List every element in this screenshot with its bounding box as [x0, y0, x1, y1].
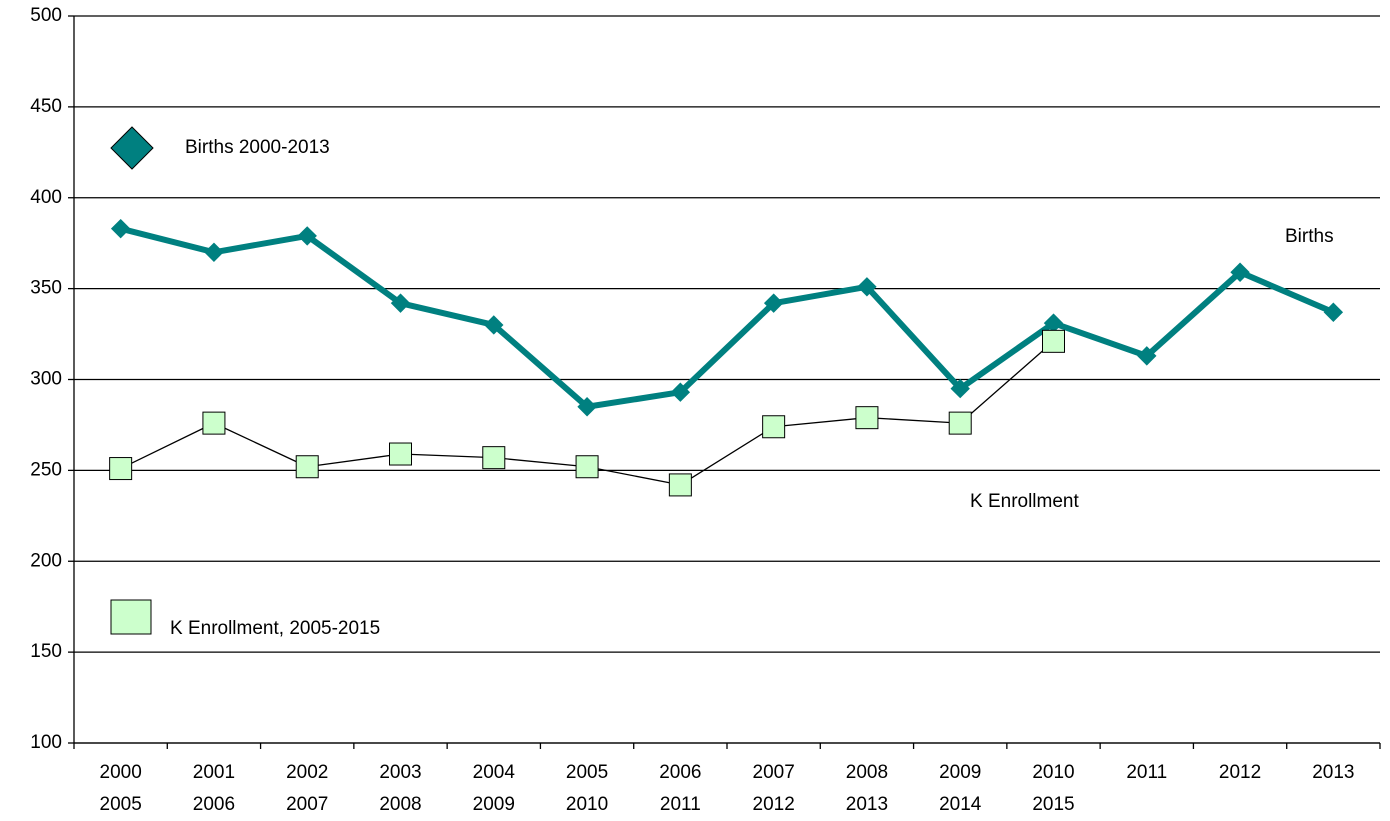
legend-marker: [110, 126, 154, 170]
x-tick-label-secondary: 2006: [193, 794, 235, 815]
x-tick-label-secondary: 2011: [660, 794, 701, 815]
data-point: [109, 457, 133, 481]
data-point: [670, 382, 691, 402]
x-tick-label-secondary: 2005: [100, 794, 142, 815]
y-tick-label: 450: [30, 96, 62, 117]
x-tick-label: 2007: [753, 762, 795, 783]
y-tick-label: 200: [30, 550, 62, 571]
x-tick-label-secondary: 2012: [753, 794, 795, 815]
x-tick-label-secondary: 2008: [379, 794, 421, 815]
data-point: [577, 397, 597, 417]
x-tick-label-secondary: 2013: [846, 794, 888, 815]
legend-label: K Enrollment, 2005-2015: [170, 618, 380, 639]
data-point: [857, 277, 877, 297]
data-point: [668, 473, 692, 497]
y-tick-label: 150: [30, 641, 62, 662]
data-point: [110, 218, 131, 239]
x-tick-label-secondary: 2014: [939, 794, 982, 815]
y-tick-label: 250: [30, 459, 62, 480]
data-point: [1230, 262, 1250, 282]
x-tick-label: 2000: [100, 762, 142, 783]
y-tick-label: 350: [30, 278, 62, 299]
x-tick-label: 2008: [846, 762, 888, 783]
x-tick-label-secondary: 2010: [566, 794, 608, 815]
x-tick-label: 2003: [379, 762, 421, 783]
annotation: K Enrollment: [970, 491, 1079, 512]
x-tick-label: 2004: [473, 762, 516, 783]
y-tick-label: 500: [30, 5, 62, 26]
x-tick-label: 2013: [1312, 762, 1354, 783]
data-point: [950, 378, 970, 399]
x-tick-label: 2012: [1219, 762, 1261, 783]
series-line: [119, 225, 1335, 410]
data-point: [202, 411, 226, 435]
x-tick-label-secondary: 2007: [286, 794, 328, 815]
x-tick-label-secondary: 2009: [473, 794, 515, 815]
data-point: [484, 315, 504, 335]
data-point: [1323, 302, 1344, 322]
data-point: [763, 293, 784, 313]
x-tick-label: 2010: [1032, 762, 1074, 783]
x-tick-label: 2009: [939, 762, 981, 783]
x-tick-label: 2005: [566, 762, 608, 783]
data-point: [1042, 329, 1065, 353]
x-tick-label: 2011: [1126, 762, 1167, 783]
data-point: [482, 446, 506, 470]
data-point: [297, 226, 317, 246]
annotation: Births: [1285, 226, 1334, 247]
data-point: [575, 455, 599, 479]
data-point: [389, 442, 412, 466]
x-tick-label: 2001: [193, 762, 235, 783]
y-tick-label: 400: [30, 187, 62, 208]
data-point: [1137, 346, 1157, 366]
data-point: [762, 415, 786, 439]
data-point: [948, 411, 972, 435]
y-tick-label: 100: [30, 732, 62, 753]
data-point: [390, 293, 411, 313]
x-tick-label-secondary: 2015: [1032, 794, 1074, 815]
y-tick-label: 300: [30, 369, 62, 390]
data-point: [204, 242, 224, 262]
legend-label: Births 2000-2013: [185, 137, 330, 158]
legend-marker: [110, 599, 152, 635]
data-point: [855, 406, 879, 430]
x-tick-label: 2002: [286, 762, 328, 783]
x-tick-label: 2006: [659, 762, 701, 783]
data-point: [295, 455, 319, 479]
